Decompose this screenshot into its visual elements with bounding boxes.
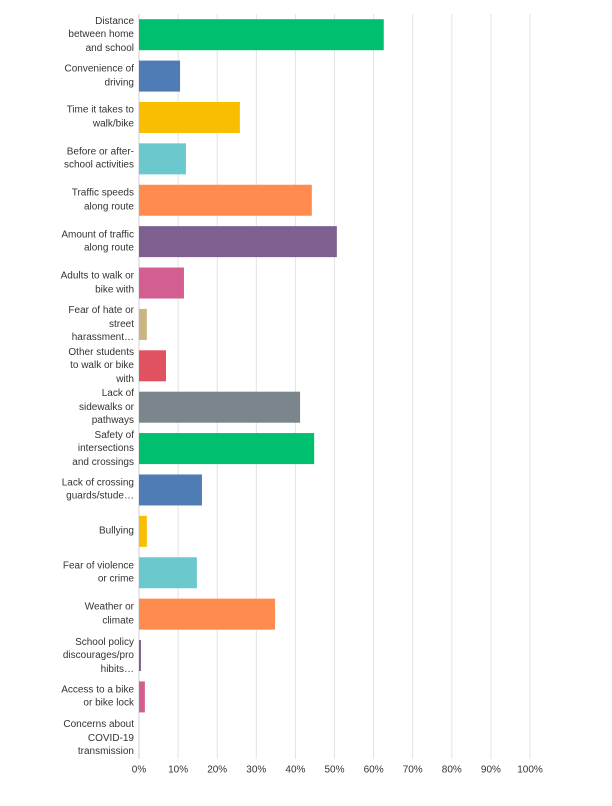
y-tick-label: Bullying — [98, 525, 134, 537]
y-tick-label: Time it takes to walk/bike — [66, 104, 134, 130]
y-tick-label: Traffic speeds along route — [71, 187, 134, 213]
bar — [139, 350, 166, 382]
y-tick-label: Fear of hate or street harassment… — [68, 305, 134, 344]
x-tick-label: 80% — [442, 765, 462, 776]
x-tick-label: 20% — [207, 765, 227, 776]
x-tick-label: 10% — [168, 765, 188, 776]
bar — [139, 19, 384, 51]
bar — [139, 184, 312, 216]
bar — [139, 598, 276, 630]
y-tick-label: Fear of violence or crime — [62, 560, 134, 585]
x-tick-label: 50% — [324, 765, 344, 776]
y-tick-label: Lack of crossing guards/stude… — [61, 477, 134, 502]
y-tick-label: Before or after-school activities — [63, 146, 134, 171]
bar — [139, 391, 301, 423]
y-tick-label: Amount of traffic along route — [61, 229, 134, 254]
y-tick-label: Adults to walk or bike with — [60, 270, 134, 296]
y-tick-label: Distance between home and school — [68, 15, 134, 54]
x-tick-label: 40% — [285, 765, 305, 776]
y-tick-label: Concerns about COVID-19 transmission — [63, 719, 134, 758]
x-tick-label: 90% — [481, 765, 501, 776]
bar — [139, 60, 181, 92]
y-tick-label: Safety of intersections and crossings — [72, 429, 134, 468]
bar — [139, 101, 240, 133]
y-tick-label: Weather or climate — [84, 601, 134, 627]
y-tick-label: Access to a bike or bike lock — [61, 684, 134, 709]
x-tick-label: 0% — [132, 765, 147, 776]
bar — [139, 308, 147, 340]
x-tick-label: 30% — [246, 765, 266, 776]
bar — [139, 226, 337, 258]
bar — [139, 474, 202, 506]
x-tick-label: 70% — [403, 765, 423, 776]
y-tick-label: School policy discourages/pro hibits… — [62, 636, 134, 675]
bar — [139, 681, 145, 713]
y-tick-label: Lack of sidewalks or pathways — [78, 387, 134, 426]
bar — [139, 143, 186, 175]
x-tick-label: 100% — [517, 765, 543, 776]
bar — [139, 267, 184, 299]
bar — [139, 515, 147, 547]
x-tick-label: 60% — [364, 765, 384, 776]
y-tick-label: Convenience of driving — [64, 63, 135, 89]
bar — [139, 433, 315, 465]
y-tick-label: Other students to walk or bike with — [68, 346, 134, 385]
bar — [139, 557, 197, 589]
bar — [139, 640, 141, 672]
